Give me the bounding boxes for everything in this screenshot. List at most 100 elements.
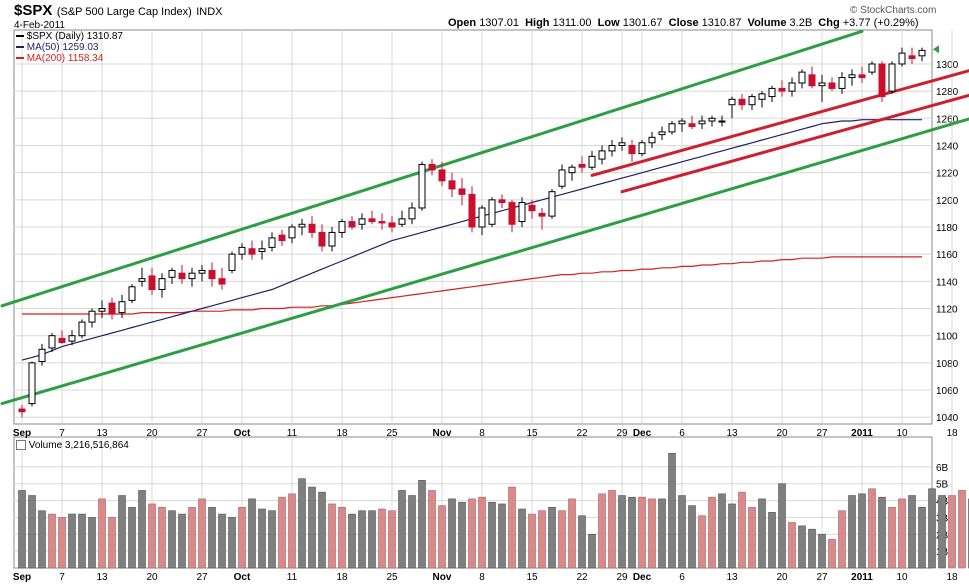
price-x-tick-label: Sep: [13, 428, 31, 439]
brand-logo[interactable]: © StockCharts.com: [850, 5, 937, 16]
volume-bar: [828, 539, 836, 569]
candle-body: [628, 144, 636, 155]
volume-bar: [138, 490, 146, 569]
volume-bar: [618, 495, 626, 569]
volume-bar: [718, 493, 726, 569]
volume-bar: [218, 513, 226, 569]
candle-body: [868, 63, 876, 73]
price-x-tick-label: 18: [336, 428, 348, 439]
volume-bar: [738, 491, 746, 569]
candle-body: [828, 82, 836, 89]
price-x-tick-label: 7: [59, 428, 65, 439]
volume-x-tick-label: 18: [336, 572, 348, 583]
price-tick-label: 1140: [936, 277, 958, 288]
price-tick-label: 1180: [936, 223, 958, 234]
volume-bar: [798, 525, 806, 569]
candle-body: [558, 169, 566, 187]
volume-bar: [158, 507, 166, 569]
price-x-tick-label: 20: [146, 428, 158, 439]
green-trendline: [0, 117, 969, 406]
volume-x-tick-label: 6: [679, 572, 685, 583]
symbol: $SPX: [14, 2, 53, 19]
volume-x-tick-label: 22: [576, 572, 588, 583]
volume-bar: [728, 503, 736, 569]
candle-body: [18, 408, 26, 413]
price-x-tick-label: Oct: [234, 428, 251, 439]
volume-bar: [238, 507, 246, 569]
volume-bar: [78, 513, 86, 569]
price-x-tick-label: 29: [616, 428, 628, 439]
legend-volume: Volume 3,216,516,864: [16, 440, 129, 451]
candle-body: [98, 308, 106, 312]
volume-bar: [268, 510, 276, 569]
volume-bar: [748, 507, 756, 569]
price-x-tick-label: 27: [196, 428, 208, 439]
candle-body: [748, 96, 756, 106]
price-tick-label: 1240: [936, 141, 959, 152]
volume-bar: [18, 490, 26, 569]
ohlc-readout: Open 1307.01 High 1311.00 Low 1301.67 Cl…: [448, 17, 919, 29]
candle-body: [758, 93, 766, 100]
volume-bar: [278, 496, 286, 569]
candle-body: [888, 63, 896, 92]
candle-body: [68, 335, 76, 342]
volume-x-tick-label: 29: [616, 572, 628, 583]
symbol-description: (S&P 500 Large Cap Index): [56, 6, 192, 18]
candle-body: [718, 120, 726, 123]
candle-body: [608, 144, 616, 152]
candle-body: [48, 335, 56, 349]
candle-body: [518, 202, 526, 223]
candle-body: [818, 82, 826, 87]
price-x-tick-label: 8: [479, 428, 485, 439]
volume-bar: [128, 507, 136, 569]
candle-body: [238, 246, 246, 255]
candle-body: [248, 248, 256, 255]
candle-body: [438, 169, 446, 182]
volume-bar: [888, 507, 896, 569]
volume-bar: [908, 495, 916, 569]
volume-bar: [368, 510, 376, 569]
candle-body: [468, 193, 476, 228]
candle-body: [698, 120, 706, 125]
price-x-tick-label: Nov: [433, 428, 452, 439]
candle-body: [398, 218, 406, 225]
candle-body: [858, 74, 866, 79]
volume-x-tick-label: 27: [816, 572, 828, 583]
volume-bar: [428, 490, 436, 569]
chart-title: $SPX (S&P 500 Large Cap Index) INDX: [14, 2, 223, 20]
volume-bar: [178, 513, 186, 569]
volume-tick-label: 6B: [936, 463, 949, 474]
candle-body: [388, 222, 396, 228]
price-x-tick-label: 13: [96, 428, 108, 439]
volume-x-tick-label: 25: [386, 572, 398, 583]
candle-body: [338, 221, 346, 233]
volume-bar: [118, 495, 126, 569]
candle-body: [918, 49, 926, 57]
volume-bar: [418, 480, 426, 569]
candle-body: [38, 348, 46, 363]
price-tick-label: 1040: [936, 413, 959, 424]
price-tick-label: 1080: [936, 359, 959, 370]
volume-bar: [558, 510, 566, 569]
candle-body: [228, 253, 236, 271]
volume-bar: [498, 503, 506, 569]
candle-body: [458, 188, 466, 195]
volume-bar: [488, 501, 496, 569]
last-price-marker: [933, 45, 939, 54]
candle-body: [178, 272, 186, 280]
candle-body: [208, 269, 216, 280]
volume-bar: [858, 493, 866, 569]
legend-spx: $SPX (Daily) 1310.87: [16, 31, 123, 42]
volume-bar: [308, 486, 316, 569]
price-x-tick-label: Dec: [633, 428, 652, 439]
candle-body: [898, 52, 906, 65]
volume-bar: [548, 507, 556, 569]
candle-body: [658, 131, 666, 136]
volume-bar: [898, 498, 906, 569]
volume-bar: [478, 496, 486, 569]
volume-x-tick-label: Oct: [234, 572, 251, 583]
volume-bar: [758, 498, 766, 569]
volume-bar: [458, 501, 466, 569]
volume-bar: [678, 495, 686, 569]
